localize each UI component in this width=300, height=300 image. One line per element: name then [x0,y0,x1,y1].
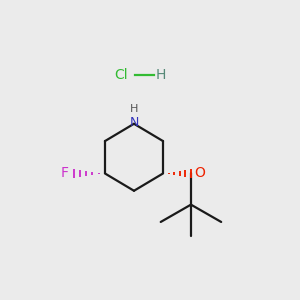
Text: F: F [61,167,69,180]
Text: N: N [129,116,139,129]
Text: H: H [130,104,138,114]
Text: H: H [155,68,166,82]
Text: O: O [194,167,205,180]
Text: Cl: Cl [114,68,128,82]
